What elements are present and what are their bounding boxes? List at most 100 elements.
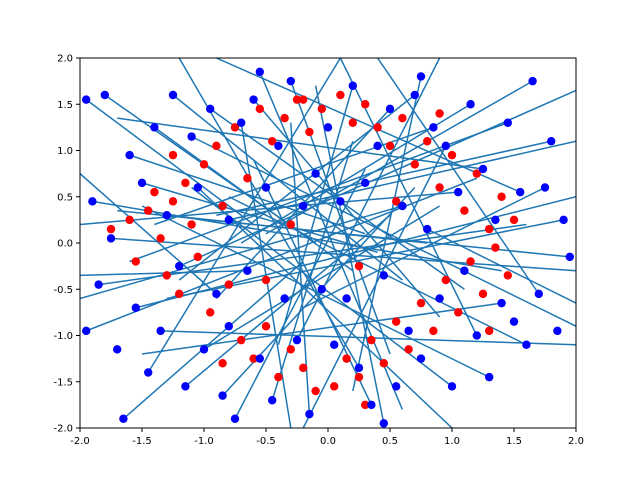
red-point xyxy=(106,224,116,234)
blue-point xyxy=(516,187,525,197)
blue-point xyxy=(218,391,227,400)
blue-point xyxy=(317,285,326,294)
red-point xyxy=(361,400,370,410)
red-point xyxy=(466,257,475,266)
red-point xyxy=(497,192,506,201)
blue-point xyxy=(373,141,382,151)
blue-point xyxy=(305,409,314,419)
red-point xyxy=(348,118,357,127)
red-point xyxy=(410,160,419,169)
connector-line xyxy=(80,173,217,295)
blue-point xyxy=(237,118,246,127)
connector-line xyxy=(172,94,403,281)
blue-point xyxy=(106,234,116,243)
blue-point xyxy=(441,141,450,151)
red-point xyxy=(286,220,295,229)
blue-point xyxy=(292,335,302,345)
blue-point xyxy=(379,419,388,428)
red-point xyxy=(230,123,240,132)
blue-point xyxy=(82,326,91,336)
blue-point xyxy=(280,294,289,303)
red-point xyxy=(478,289,488,299)
red-point xyxy=(423,137,432,146)
blue-point xyxy=(199,345,209,354)
connector-line xyxy=(302,186,546,309)
y-tick-label: 1.0 xyxy=(57,146,73,157)
blue-point xyxy=(125,150,134,160)
blue-point xyxy=(348,81,357,90)
red-point xyxy=(435,183,444,192)
x-tick-label: -1.5 xyxy=(132,436,152,447)
red-point xyxy=(373,123,382,132)
blue-point xyxy=(361,178,370,188)
red-point xyxy=(509,215,519,225)
blue-point xyxy=(274,141,283,151)
blue-point xyxy=(491,215,500,225)
blue-point xyxy=(528,76,537,86)
blue-point xyxy=(181,382,190,391)
blue-point xyxy=(168,90,178,100)
red-point xyxy=(292,95,302,104)
red-point xyxy=(354,372,364,382)
blue-point xyxy=(435,294,444,303)
red-point xyxy=(199,160,209,169)
blue-point xyxy=(82,95,91,104)
connector-line xyxy=(141,205,490,378)
blue-point xyxy=(224,215,233,225)
blue-point xyxy=(379,271,388,280)
blue-point xyxy=(243,266,252,275)
red-point xyxy=(175,289,184,299)
x-tick-label: -0.5 xyxy=(256,436,276,447)
blue-point xyxy=(478,164,488,174)
blue-point xyxy=(150,123,159,132)
blue-point xyxy=(137,178,147,188)
x-tick-label: 0.0 xyxy=(320,436,336,447)
red-point xyxy=(206,308,215,317)
red-point xyxy=(286,345,295,354)
blue-point xyxy=(94,280,103,289)
y-tick-label: -1.0 xyxy=(53,331,73,342)
red-point xyxy=(218,201,227,211)
red-point xyxy=(131,257,140,266)
blue-point xyxy=(503,118,512,127)
red-point xyxy=(187,220,196,229)
connector-line xyxy=(80,205,403,300)
red-point xyxy=(299,95,308,104)
blue-point xyxy=(565,252,574,262)
blue-point xyxy=(100,90,110,100)
y-axis: 2.0 1.5 1.0 0.5 0.0 -0.5 -1.0 -1.5 -2.0 xyxy=(53,54,80,435)
y-tick-label: -0.5 xyxy=(53,285,73,296)
blue-point xyxy=(429,123,438,132)
blue-point xyxy=(392,382,401,391)
y-tick-label: 1.5 xyxy=(57,100,73,111)
y-tick-label: 0.0 xyxy=(57,239,73,250)
red-point xyxy=(299,363,308,373)
connector-line xyxy=(277,85,354,345)
connector-line xyxy=(259,71,404,410)
red-point xyxy=(485,224,494,234)
blue-point xyxy=(268,396,277,405)
blue-point xyxy=(534,289,543,299)
connector-line xyxy=(302,145,447,428)
red-point xyxy=(249,354,258,363)
red-point xyxy=(398,113,407,123)
red-point xyxy=(485,326,494,336)
connector-line xyxy=(216,140,552,216)
blue-point xyxy=(249,95,258,104)
x-tick-label: -1.0 xyxy=(194,436,214,447)
red-point xyxy=(162,271,171,280)
blue-point xyxy=(255,67,264,77)
red-point xyxy=(280,113,289,123)
x-tick-label: 2.0 xyxy=(568,436,584,447)
connector-line xyxy=(141,302,502,355)
red-point xyxy=(330,382,339,391)
blue-point xyxy=(410,90,419,100)
blue-point xyxy=(354,363,364,373)
x-axis: -2.0 -1.5 -1.0 -0.5 0.0 0.5 1.0 1.5 2.0 xyxy=(70,428,584,447)
red-point xyxy=(503,271,512,280)
blue-point xyxy=(212,289,221,299)
red-point xyxy=(181,178,190,188)
blue-point xyxy=(330,340,339,349)
blue-point xyxy=(119,414,128,423)
